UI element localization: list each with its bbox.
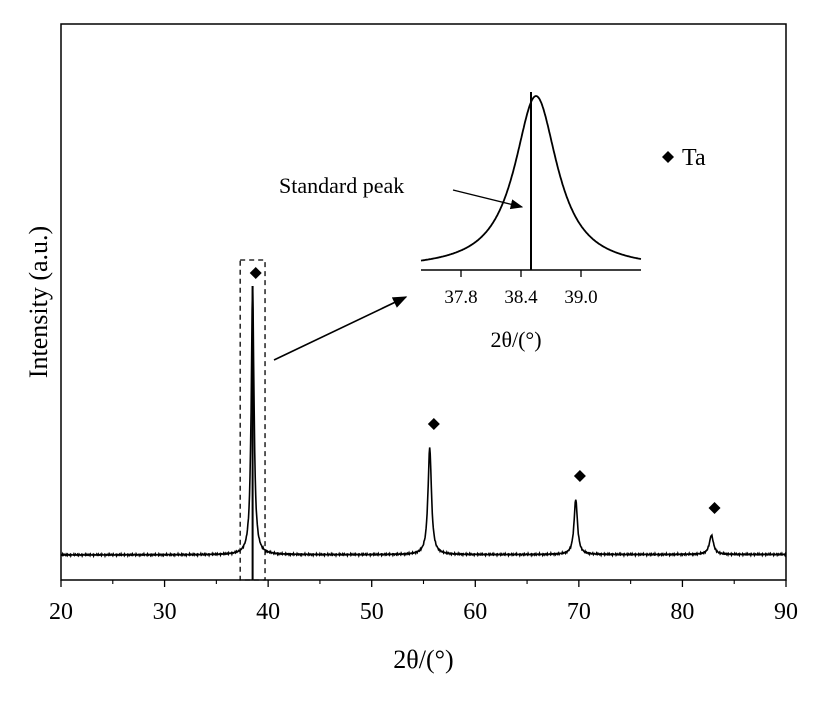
x-axis-label: 2θ/(°) <box>393 645 453 674</box>
ta-marker <box>249 267 262 279</box>
y-axis-label: Intensity (a.u.) <box>24 226 53 378</box>
x-tick-label: 50 <box>360 599 384 625</box>
x-tick-label: 90 <box>774 599 798 625</box>
legend-marker-ta <box>662 151 674 163</box>
inset-x-axis-label: 2θ/(°) <box>490 327 541 352</box>
annotation-arrow <box>452 189 524 210</box>
x-tick-label: 80 <box>670 599 694 625</box>
x-tick-label: 70 <box>567 599 591 625</box>
plot-frame <box>60 23 787 581</box>
ta-marker <box>708 502 721 514</box>
inset-x-tick-label: 37.8 <box>444 287 477 308</box>
ta-marker <box>427 418 440 430</box>
inset-x-tick-label: 39.0 <box>564 287 597 308</box>
highlight-box <box>239 259 266 581</box>
legend-label-ta: Ta <box>682 145 706 171</box>
inset-x-tick-label: 38.4 <box>504 287 538 308</box>
standard-peak-annotation: Standard peak <box>279 173 404 198</box>
ta-marker <box>573 470 586 482</box>
x-tick-label: 40 <box>256 599 280 625</box>
x-tick-label: 30 <box>153 599 177 625</box>
zoom-arrow <box>273 296 408 361</box>
x-tick-label: 20 <box>49 599 73 625</box>
x-tick-label: 60 <box>463 599 487 625</box>
xrd-pattern-line <box>60 285 787 559</box>
